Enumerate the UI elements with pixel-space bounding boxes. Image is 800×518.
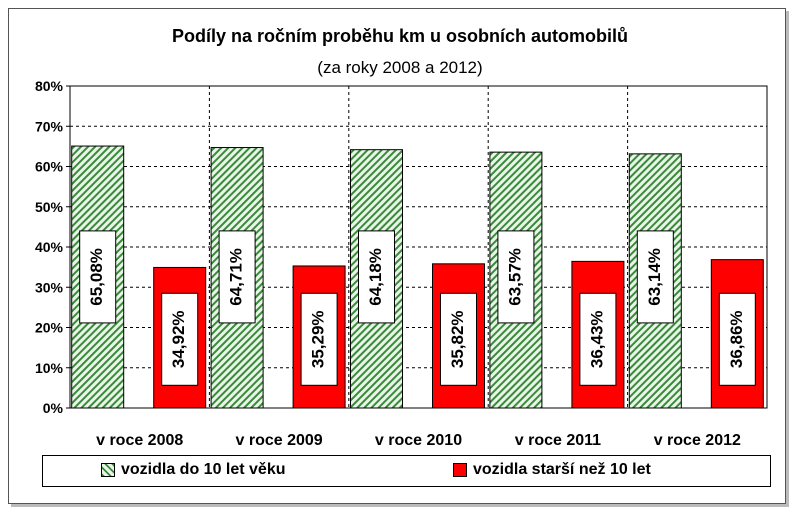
data-label: 63,14% bbox=[645, 248, 664, 306]
data-label-box bbox=[218, 230, 256, 324]
x-tick-label: v roce 2012 bbox=[654, 432, 741, 449]
legend-swatch-red bbox=[453, 463, 467, 477]
data-label: 35,29% bbox=[309, 310, 328, 368]
data-label-box bbox=[358, 230, 395, 324]
data-label-box bbox=[579, 292, 617, 386]
data-label: 63,57% bbox=[505, 248, 524, 306]
data-label: 36,86% bbox=[727, 310, 746, 368]
chart-subtitle: (za roky 2008 a 2012) bbox=[317, 58, 483, 77]
x-tick-label: v roce 2010 bbox=[375, 432, 462, 449]
legend-label-old: vozidla starší než 10 let bbox=[473, 461, 651, 478]
data-label-box bbox=[440, 292, 477, 386]
chart-title: Podíly na ročním proběhu km u osobních a… bbox=[171, 26, 629, 46]
y-tick-label: 30% bbox=[35, 279, 64, 295]
y-tick-label: 0% bbox=[43, 400, 64, 416]
legend-swatch-hatched bbox=[101, 463, 115, 477]
data-label: 64,18% bbox=[366, 248, 385, 306]
legend-item-red: vozidla starší než 10 let bbox=[453, 461, 651, 479]
data-label-box bbox=[636, 230, 674, 324]
data-label: 34,92% bbox=[169, 310, 188, 368]
data-label-box bbox=[300, 292, 338, 386]
y-tick-label: 80% bbox=[35, 78, 64, 94]
x-tick-label: v roce 2008 bbox=[96, 432, 183, 449]
y-tick-label: 50% bbox=[35, 199, 64, 215]
y-tick-label: 10% bbox=[35, 360, 64, 376]
data-label-box bbox=[497, 230, 535, 324]
y-tick-label: 70% bbox=[35, 118, 64, 134]
y-tick-label: 60% bbox=[35, 159, 64, 175]
data-label: 36,43% bbox=[587, 310, 606, 368]
data-label-box bbox=[79, 230, 117, 324]
data-label-box bbox=[161, 292, 199, 386]
data-label: 35,82% bbox=[448, 310, 467, 368]
data-label-box bbox=[718, 292, 756, 386]
legend: vozidla do 10 let věku vozidla starší ne… bbox=[42, 455, 771, 487]
y-tick-label: 20% bbox=[35, 320, 64, 336]
legend-item-green: vozidla do 10 let věku bbox=[101, 461, 286, 479]
data-label: 65,08% bbox=[87, 248, 106, 306]
data-label: 64,71% bbox=[227, 248, 246, 306]
x-tick-label: v roce 2011 bbox=[515, 432, 601, 449]
x-tick-label: v roce 2009 bbox=[236, 432, 323, 449]
legend-label-young: vozidla do 10 let věku bbox=[121, 461, 286, 478]
y-tick-label: 40% bbox=[35, 239, 64, 255]
